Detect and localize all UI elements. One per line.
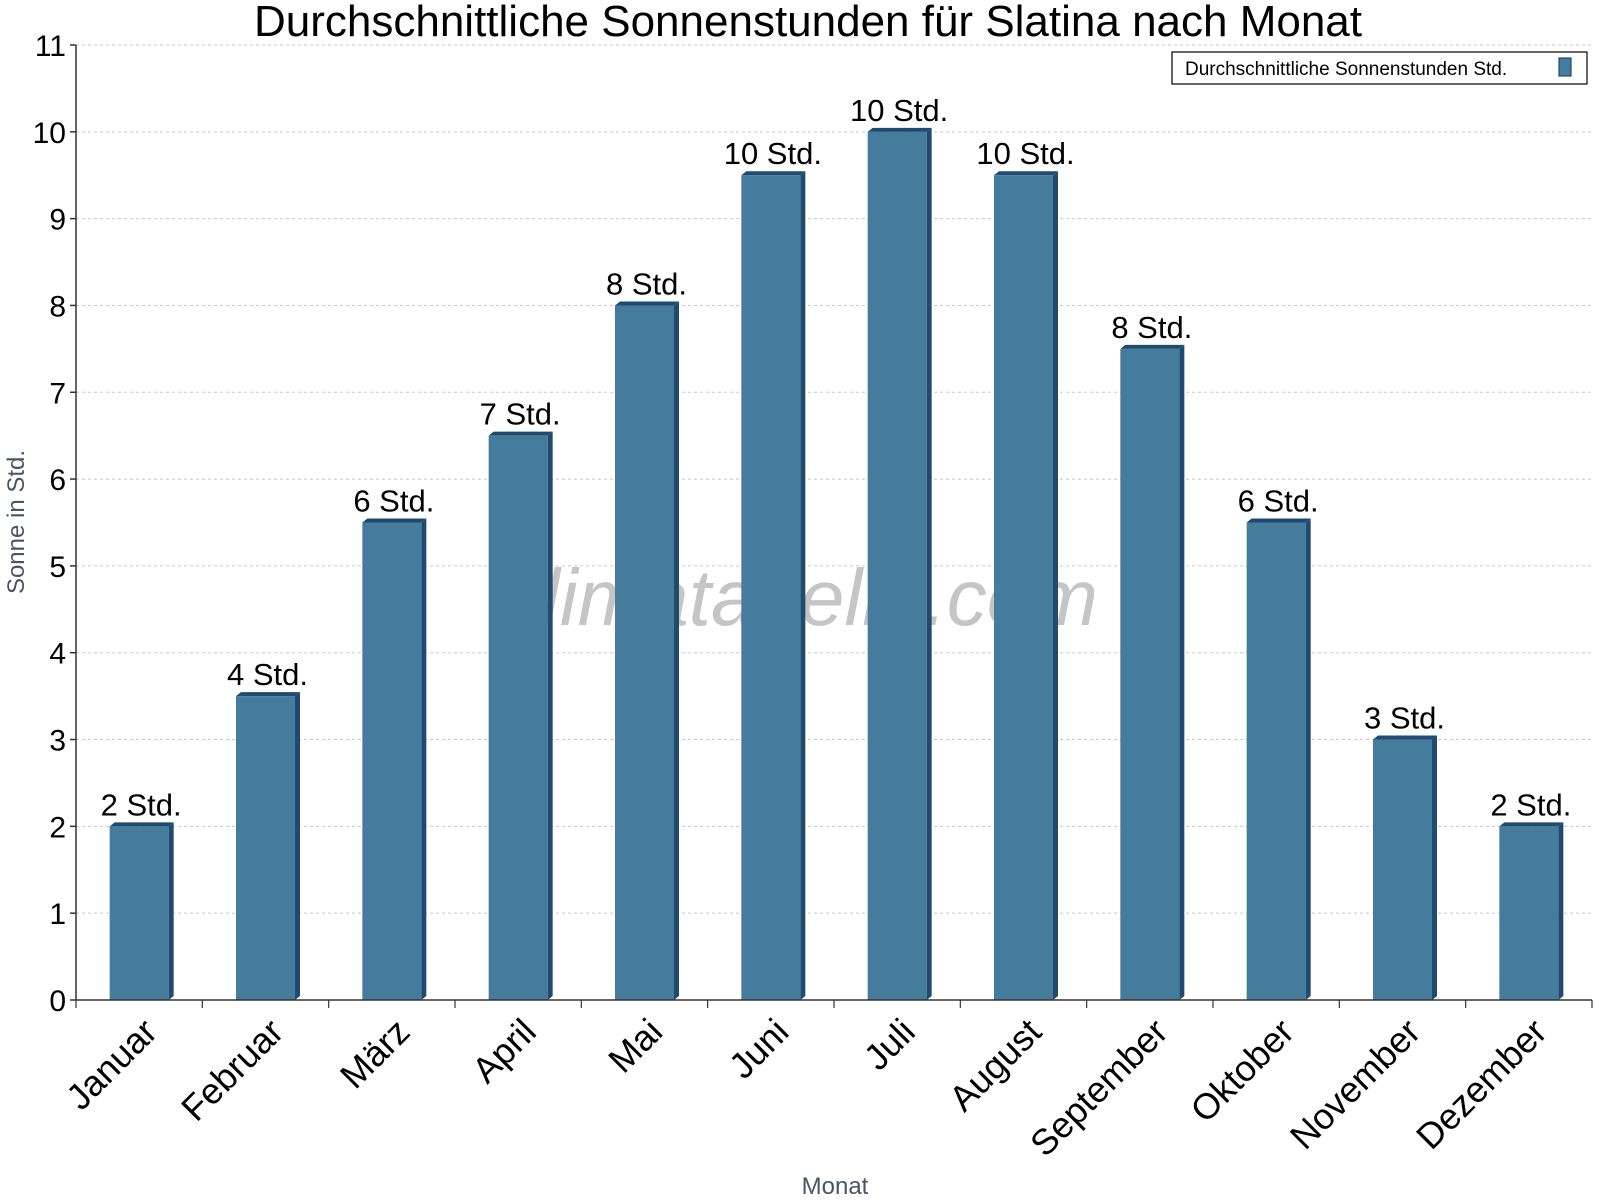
x-tick-label: Dezember bbox=[1408, 1011, 1554, 1157]
bar bbox=[362, 522, 422, 1000]
bar bbox=[1246, 522, 1306, 1000]
data-label: 4 Std. bbox=[227, 657, 308, 692]
bar bbox=[741, 175, 801, 1000]
bar-top bbox=[1373, 735, 1437, 740]
x-tick-label: Mai bbox=[600, 1011, 670, 1081]
x-tick-label: September bbox=[1022, 1011, 1176, 1165]
y-tick-label: 3 bbox=[49, 725, 66, 758]
data-label: 6 Std. bbox=[353, 484, 434, 519]
data-labels: 2 Std. 4 Std. 6 Std. 7 Std. 8 Std. 10 Std. 10 … bbox=[101, 93, 1572, 823]
gridlines bbox=[76, 44, 1592, 914]
data-label: 10 Std. bbox=[724, 136, 822, 171]
legend-label: Durchschnittliche Sonnenstunden Std. bbox=[1185, 59, 1507, 80]
bar-top bbox=[867, 127, 932, 132]
x-tick-label: März bbox=[332, 1011, 418, 1097]
bar-side bbox=[1558, 822, 1564, 1000]
x-tick-label: Februar bbox=[173, 1011, 291, 1129]
y-tick-label: 9 bbox=[49, 204, 66, 237]
y-tick-label: 10 bbox=[33, 117, 66, 150]
bar bbox=[867, 131, 927, 1000]
legend-swatch bbox=[1558, 57, 1572, 77]
bar-side bbox=[674, 301, 679, 1000]
data-label: 8 Std. bbox=[606, 266, 687, 301]
bar-side bbox=[1179, 344, 1185, 1000]
bar-top bbox=[994, 171, 1058, 176]
bar-top bbox=[1499, 822, 1564, 827]
bar bbox=[994, 175, 1053, 1000]
chart-title: Durchschnittliche Sonnenstunden für Slat… bbox=[254, 0, 1362, 46]
y-tick-label: 7 bbox=[49, 377, 66, 410]
bar-side bbox=[1432, 735, 1437, 1000]
data-label: 3 Std. bbox=[1364, 701, 1445, 736]
y-axis-title: Sonne in Std. bbox=[3, 450, 30, 594]
data-label: 2 Std. bbox=[101, 787, 182, 822]
bar-side bbox=[168, 822, 174, 1000]
bar bbox=[109, 826, 169, 1000]
x-axis-title: Monat bbox=[802, 1173, 869, 1200]
bar bbox=[236, 696, 295, 1000]
data-label: 2 Std. bbox=[1490, 787, 1571, 822]
y-tick-label: 6 bbox=[49, 464, 66, 497]
bar-top bbox=[1246, 518, 1311, 523]
data-label: 10 Std. bbox=[976, 136, 1074, 171]
y-tick-label: 11 bbox=[35, 30, 66, 63]
bar-side bbox=[926, 127, 932, 1001]
x-tick-label: November bbox=[1282, 1011, 1428, 1157]
data-label: 8 Std. bbox=[1111, 310, 1192, 345]
bar bbox=[1499, 826, 1559, 1000]
bar-top bbox=[109, 822, 174, 827]
bar-side bbox=[295, 692, 300, 1000]
bar-side bbox=[1053, 171, 1058, 1000]
bars bbox=[109, 127, 1564, 1001]
bar-top bbox=[236, 692, 300, 697]
bar-top bbox=[741, 171, 806, 176]
bar bbox=[488, 435, 548, 1000]
bar-side bbox=[421, 518, 427, 1000]
x-tick-label: Juli bbox=[856, 1011, 923, 1078]
bar bbox=[615, 305, 674, 1000]
x-tick-label: Januar bbox=[58, 1011, 165, 1118]
y-axis-ticks: 0 1 2 3 4 5 6 7 8 9 10 11 bbox=[33, 30, 76, 1018]
bar-side bbox=[1305, 518, 1311, 1000]
y-tick-label: 5 bbox=[49, 551, 66, 584]
x-tick-label: August bbox=[941, 1011, 1049, 1119]
bar-top bbox=[1120, 344, 1185, 349]
data-label: 10 Std. bbox=[850, 93, 948, 128]
x-tick-label: Juni bbox=[721, 1011, 797, 1087]
y-tick-label: 2 bbox=[49, 811, 66, 844]
legend-box bbox=[1171, 51, 1588, 85]
bar bbox=[1373, 739, 1432, 1000]
legend: Durchschnittliche Sonnenstunden Std. bbox=[1171, 51, 1588, 85]
x-tick-label: Oktober bbox=[1182, 1011, 1302, 1131]
x-tick-label: April bbox=[464, 1011, 544, 1091]
y-tick-label: 8 bbox=[49, 290, 66, 323]
data-label: 7 Std. bbox=[480, 397, 561, 432]
bar-top bbox=[488, 431, 553, 436]
y-tick-label: 4 bbox=[49, 638, 66, 671]
y-tick-label: 1 bbox=[49, 898, 66, 931]
bar-top bbox=[362, 518, 427, 523]
bar bbox=[1120, 348, 1180, 1000]
bar-side bbox=[800, 171, 806, 1000]
y-tick-label: 0 bbox=[49, 985, 66, 1018]
bar-top bbox=[615, 301, 679, 306]
data-label: 6 Std. bbox=[1238, 484, 1319, 519]
bar-side bbox=[547, 431, 553, 1000]
x-axis-ticks: Januar Februar März April Mai Juni Juli AugustS… bbox=[58, 1000, 1593, 1165]
